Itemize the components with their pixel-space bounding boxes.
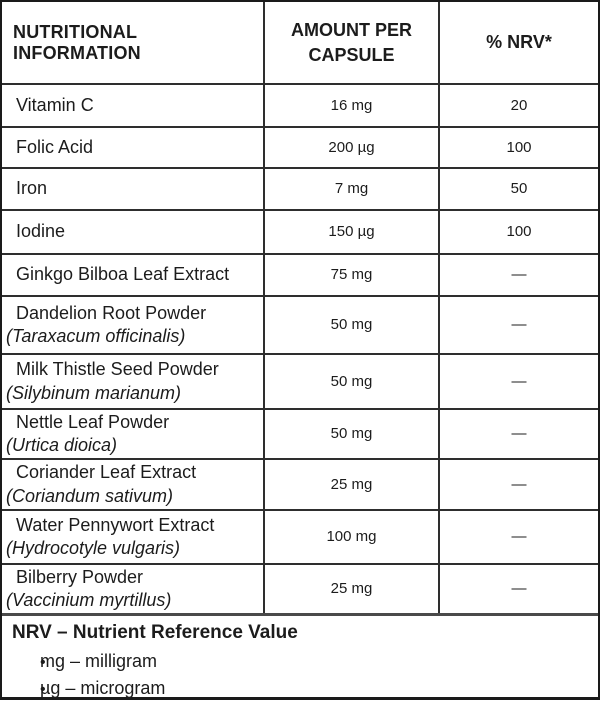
nutrient-name: Iron — [16, 178, 48, 199]
latin-name: (Coriandum sativum) — [6, 485, 174, 506]
unit-definition: µg – microgram — [40, 677, 166, 698]
header-label: % NRV* — [486, 32, 552, 52]
nrv-definition: NRV – Nutrient Reference Value — [12, 622, 298, 643]
table-row: Iron 7 mg 50 — [2, 169, 598, 211]
unit-definition: mg – milligram — [40, 650, 158, 671]
nrv-value: — — [511, 475, 527, 493]
nutrient-name: Ginkgo Bilboa Leaf Extract — [16, 264, 230, 285]
nrv-value: — — [511, 580, 527, 597]
nrv-value: — — [511, 266, 527, 283]
latin-name: (Hydrocotyle vulgaris) — [6, 538, 181, 558]
nutrient-name: Bilberry Powder — [16, 566, 144, 587]
latin-name: (Taraxacum officinalis) — [6, 326, 186, 346]
nrv-value: — — [511, 316, 527, 333]
nutrient-name: Dandelion Root Powder — [16, 302, 207, 323]
table-row: Milk Thistle Seed Powder (Silybinum maria… — [2, 355, 598, 410]
unit-definitions-list: • mg – milligram • µg – microgram — [12, 648, 588, 702]
nrv-value: 100 — [506, 223, 532, 240]
latin-name: (Silybinum marianum) — [6, 382, 182, 403]
header-percent-nrv: % NRV* — [440, 2, 598, 83]
nutrient-name: Folic Acid — [16, 136, 94, 157]
nutrient-name: Milk Thistle Seed Powder — [16, 359, 219, 380]
amount-value: 25 mg — [330, 475, 373, 493]
latin-name: (Vaccinium myrtillus) — [6, 590, 172, 610]
header-amount-per-capsule: AMOUNT PER CAPSULE — [265, 2, 440, 83]
amount-value: 50 mg — [330, 316, 373, 333]
nrv-value: 50 — [510, 180, 528, 197]
amount-value: 25 mg — [330, 580, 373, 597]
amount-value: 7 mg — [334, 180, 369, 197]
nrv-value: — — [511, 528, 527, 545]
bullet-icon: • — [40, 680, 46, 698]
table-header-row: NUTRITIONAL INFORMATION AMOUNT PER CAPSU… — [2, 2, 598, 85]
table-row: Iodine 150 µg 100 — [2, 211, 598, 255]
header-nutritional-information: NUTRITIONAL INFORMATION — [2, 2, 265, 83]
table-row: Water Pennywort Extract (Hydrocotyle vulg… — [2, 511, 598, 565]
table-row: Bilberry Powder (Vaccinium myrtillus) 25 … — [2, 565, 598, 616]
list-item: • mg – milligram — [12, 648, 588, 675]
amount-value: 200 µg — [328, 138, 375, 156]
nutrient-name: Coriander Leaf Extract — [16, 462, 197, 483]
nrv-value: — — [511, 372, 527, 390]
nutrient-name: Water Pennywort Extract — [16, 514, 215, 535]
nrv-value: — — [511, 425, 527, 442]
amount-value: 50 mg — [330, 425, 373, 442]
amount-value: 100 mg — [326, 528, 377, 545]
list-item: • µg – microgram — [12, 675, 588, 702]
header-label: NUTRITIONAL INFORMATION — [13, 21, 141, 63]
nrv-value: 100 — [506, 138, 532, 156]
header-label: AMOUNT PER CAPSULE — [291, 20, 412, 65]
latin-name: (Urtica dioica) — [6, 435, 118, 455]
amount-value: 16 mg — [330, 96, 373, 114]
nrv-value: 20 — [510, 96, 528, 114]
nutrient-name: Nettle Leaf Powder — [16, 411, 170, 432]
bullet-icon: • — [40, 653, 46, 671]
footnote-section: NRV – Nutrient Reference Value • mg – mi… — [2, 616, 598, 706]
nutrient-name: Iodine — [16, 221, 66, 242]
amount-value: 75 mg — [330, 266, 373, 283]
amount-value: 50 mg — [330, 372, 373, 390]
table-row: Vitamin C 16 mg 20 — [2, 85, 598, 128]
nutrient-name: Vitamin C — [16, 94, 94, 115]
table-row: Folic Acid 200 µg 100 — [2, 128, 598, 169]
table-row: Dandelion Root Powder (Taraxacum officina… — [2, 297, 598, 355]
amount-value: 150 µg — [328, 223, 375, 240]
table-row: Nettle Leaf Powder (Urtica dioica) 50 mg … — [2, 410, 598, 460]
table-row: Coriander Leaf Extract (Coriandum sativum… — [2, 460, 598, 511]
table-row: Ginkgo Bilboa Leaf Extract 75 mg — — [2, 255, 598, 297]
